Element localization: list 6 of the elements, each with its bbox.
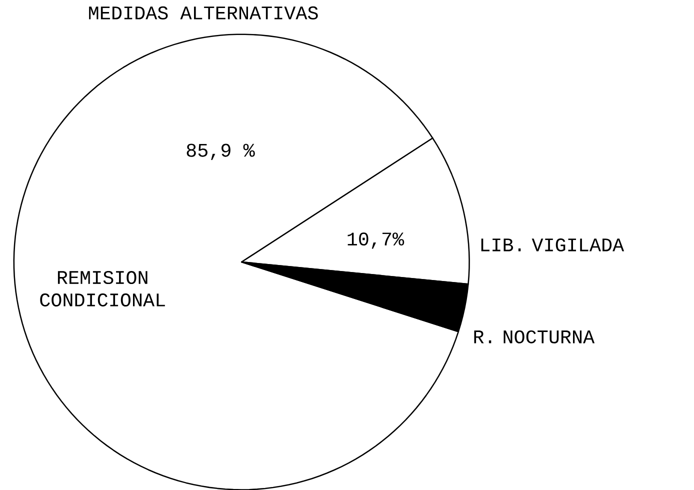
data-label: 85,9 % <box>186 144 255 160</box>
slice-label: REMISION CONDICIONAL <box>40 270 165 306</box>
slice-label: R. NOCTURNA <box>474 330 595 344</box>
slice-label: LIB. VIGILADA <box>481 238 624 252</box>
data-label: 10,7% <box>348 232 404 249</box>
chart-title: MEDIDAS ALTERNATIVAS <box>89 6 318 20</box>
